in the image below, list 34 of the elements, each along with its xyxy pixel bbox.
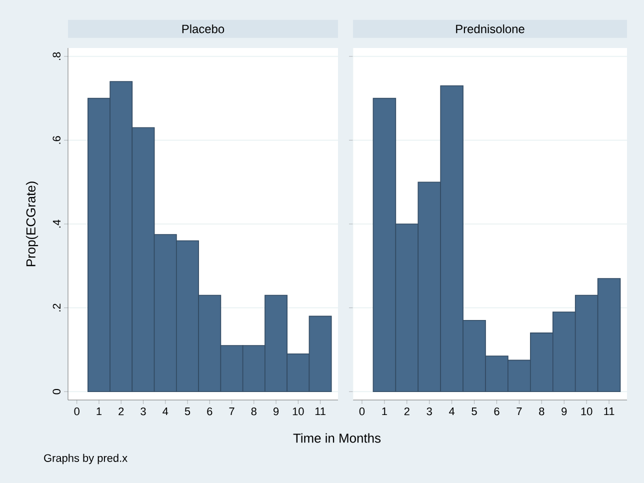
x-tick-label: 1 <box>96 408 102 416</box>
x-tick-label: 11 <box>604 408 614 416</box>
x-tick-label: 5 <box>184 408 190 416</box>
x-axis-title: Time in Months <box>293 433 381 443</box>
text: Graphs by pred.x <box>44 454 128 464</box>
x-tick-label: 8 <box>251 408 256 416</box>
y-tick-label: 0 <box>52 389 60 394</box>
y-axis-title: Prop(ECGrate) <box>26 182 38 266</box>
x-tick-label: 9 <box>562 408 567 416</box>
x-tick-label: 3 <box>426 408 432 416</box>
x-tick-label: 6 <box>207 408 212 416</box>
x-tick-label: 7 <box>516 408 522 416</box>
y-tick-label: .6 <box>52 136 60 144</box>
y-tick-label: .8 <box>52 52 60 60</box>
x-tick-label: 11 <box>315 408 326 416</box>
x-tick-label: 7 <box>229 408 234 416</box>
x-tick-label: 4 <box>449 408 455 416</box>
x-tick-label: 9 <box>274 408 279 416</box>
chart-title: Placebo <box>182 24 224 34</box>
x-tick-label: 4 <box>162 408 168 416</box>
x-tick-label: 0 <box>359 408 365 416</box>
x-tick-label: 10 <box>292 408 304 416</box>
x-tick-label: 0 <box>74 408 80 416</box>
x-tick-label: 10 <box>581 408 592 416</box>
x-tick-label: 3 <box>140 408 146 416</box>
y-tick-label: .4 <box>52 220 60 228</box>
x-tick-label: 2 <box>118 408 124 416</box>
x-tick-label: 1 <box>382 408 387 416</box>
x-tick-label: 6 <box>494 408 500 416</box>
x-tick-label: 2 <box>404 408 410 416</box>
x-tick-label: 5 <box>472 408 477 416</box>
y-tick-label: .2 <box>52 304 60 312</box>
chart-title: Prednisolone <box>456 24 524 34</box>
x-tick-label: 8 <box>539 408 544 416</box>
